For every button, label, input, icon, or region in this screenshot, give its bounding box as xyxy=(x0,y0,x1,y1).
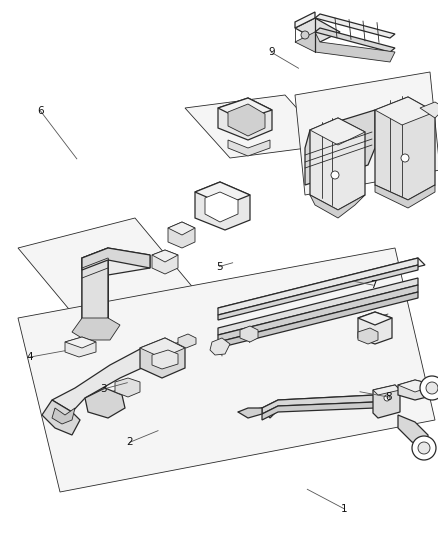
Polygon shape xyxy=(397,380,434,400)
Circle shape xyxy=(411,436,435,460)
Text: 9: 9 xyxy=(267,47,274,57)
Text: 4: 4 xyxy=(26,352,33,362)
Polygon shape xyxy=(227,140,269,156)
Circle shape xyxy=(400,154,408,162)
Polygon shape xyxy=(397,415,427,448)
Text: 8: 8 xyxy=(384,392,391,402)
Polygon shape xyxy=(177,334,195,348)
Polygon shape xyxy=(261,395,374,414)
Polygon shape xyxy=(304,110,374,185)
Polygon shape xyxy=(205,192,237,222)
Polygon shape xyxy=(52,408,75,424)
Polygon shape xyxy=(82,248,150,270)
Polygon shape xyxy=(218,98,272,140)
Polygon shape xyxy=(294,32,394,62)
Polygon shape xyxy=(372,385,399,418)
Polygon shape xyxy=(18,218,194,320)
Polygon shape xyxy=(52,348,155,412)
Text: 6: 6 xyxy=(37,106,44,116)
Polygon shape xyxy=(82,248,150,328)
Text: 7: 7 xyxy=(369,280,376,290)
Circle shape xyxy=(300,31,308,39)
Polygon shape xyxy=(152,250,177,274)
Polygon shape xyxy=(218,258,424,315)
Polygon shape xyxy=(218,292,417,348)
Polygon shape xyxy=(218,265,417,320)
Polygon shape xyxy=(294,18,339,42)
Polygon shape xyxy=(357,328,377,344)
Polygon shape xyxy=(140,338,184,378)
Polygon shape xyxy=(115,378,140,397)
Polygon shape xyxy=(218,285,417,342)
Polygon shape xyxy=(65,337,96,348)
Polygon shape xyxy=(152,250,177,262)
Polygon shape xyxy=(261,395,377,418)
Polygon shape xyxy=(140,338,184,358)
Circle shape xyxy=(419,376,438,400)
Polygon shape xyxy=(309,195,364,218)
Polygon shape xyxy=(314,14,394,38)
Polygon shape xyxy=(240,326,258,342)
Circle shape xyxy=(383,395,389,401)
Polygon shape xyxy=(374,97,434,200)
Polygon shape xyxy=(18,248,434,492)
Polygon shape xyxy=(218,258,417,315)
Polygon shape xyxy=(152,350,177,369)
Polygon shape xyxy=(194,182,249,205)
Text: 1: 1 xyxy=(340,504,347,514)
Polygon shape xyxy=(218,278,417,335)
Polygon shape xyxy=(374,97,434,125)
Polygon shape xyxy=(261,402,374,420)
Polygon shape xyxy=(184,95,329,158)
Polygon shape xyxy=(227,104,265,136)
Polygon shape xyxy=(397,380,434,392)
Polygon shape xyxy=(309,118,364,210)
Text: 2: 2 xyxy=(126,438,133,447)
Polygon shape xyxy=(374,185,434,208)
Polygon shape xyxy=(372,385,399,395)
Polygon shape xyxy=(419,102,438,118)
Circle shape xyxy=(330,171,338,179)
Polygon shape xyxy=(82,248,108,328)
Polygon shape xyxy=(168,222,194,248)
Polygon shape xyxy=(65,337,96,357)
Polygon shape xyxy=(218,98,272,120)
Polygon shape xyxy=(168,222,194,235)
Polygon shape xyxy=(294,12,314,28)
Polygon shape xyxy=(357,312,391,344)
Polygon shape xyxy=(209,338,230,355)
Polygon shape xyxy=(314,28,394,52)
Polygon shape xyxy=(294,72,438,195)
Circle shape xyxy=(417,442,429,454)
Polygon shape xyxy=(309,118,364,145)
Text: 3: 3 xyxy=(99,384,106,394)
Polygon shape xyxy=(42,400,80,435)
Circle shape xyxy=(425,382,437,394)
Polygon shape xyxy=(194,182,249,230)
Polygon shape xyxy=(85,388,125,418)
Text: 5: 5 xyxy=(215,262,223,271)
Polygon shape xyxy=(357,312,391,325)
Polygon shape xyxy=(237,408,261,418)
Polygon shape xyxy=(72,318,120,340)
